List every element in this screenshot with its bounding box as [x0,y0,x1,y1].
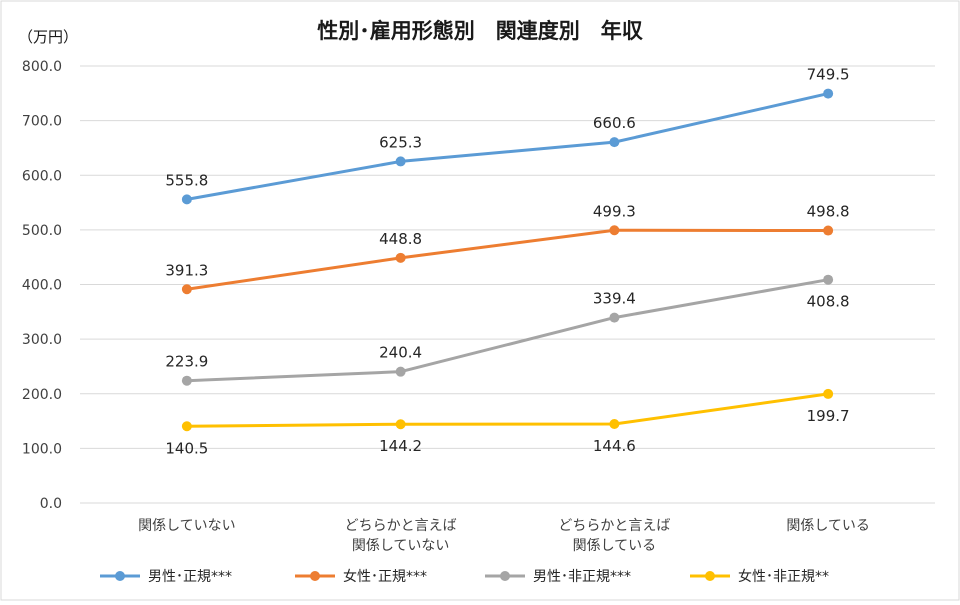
y-tick-label: 700.0 [22,114,62,130]
x-tick-label: どちらかと言えば [558,518,670,534]
y-tick-label: 0.0 [40,496,62,512]
data-point [395,156,406,167]
data-point [395,252,406,263]
data-label: 660.6 [593,114,636,132]
data-label: 749.5 [807,66,850,84]
legend-marker [115,571,125,581]
legend-marker [500,571,510,581]
data-label: 199.7 [807,407,850,425]
data-label: 339.4 [593,290,636,308]
data-label: 408.8 [807,293,850,311]
x-tick-label: 関係している [786,518,870,534]
series-line [185,392,830,428]
legend-label: 女性･非正規** [738,568,829,585]
series-line [185,92,830,201]
x-tick-label: 関係していない [138,518,236,534]
data-point [609,312,620,323]
x-tick-label: どちらかと言えば [345,518,457,534]
data-point [395,366,406,377]
y-tick-label: 800.0 [22,59,62,75]
x-tick-label: 関係している [573,538,657,554]
y-axis-unit-label: （万円） [18,28,78,46]
series-line [185,228,830,291]
data-label: 240.4 [379,344,422,362]
data-point [823,88,834,99]
data-label: 448.8 [379,230,422,248]
legend-label: 男性･非正規*** [533,569,631,585]
data-label: 223.9 [165,353,208,371]
data-point [823,388,834,399]
y-tick-label: 400.0 [22,278,62,294]
chart-title: 性別･雇用形態別 関連度別 年収 [317,19,643,43]
y-tick-label: 100.0 [22,441,62,457]
data-label: 140.5 [165,439,208,457]
data-point [181,284,192,295]
x-tick-label: 関係していない [352,538,450,554]
legend-label: 女性･正規*** [343,568,427,585]
data-point [609,419,620,430]
y-tick-label: 600.0 [22,168,62,184]
legend-label: 男性･正規*** [148,569,232,585]
y-tick-label: 200.0 [22,387,62,403]
y-tick-label: 300.0 [22,332,62,348]
data-label: 391.3 [165,261,208,279]
data-point [823,274,834,285]
data-point [181,194,192,205]
data-label: 625.3 [379,133,422,151]
data-label: 499.3 [593,202,636,220]
data-point [395,419,406,430]
data-point [609,137,620,148]
y-tick-label: 500.0 [22,223,62,239]
legend-marker [705,571,715,581]
legend-marker [310,571,320,581]
data-label: 498.8 [807,203,850,221]
data-point [609,225,620,236]
series-line [185,278,830,383]
data-point [181,375,192,386]
data-label: 144.6 [593,437,636,455]
data-label: 144.2 [379,437,422,455]
data-point [181,421,192,432]
data-point [823,225,834,236]
data-label: 555.8 [165,171,208,189]
